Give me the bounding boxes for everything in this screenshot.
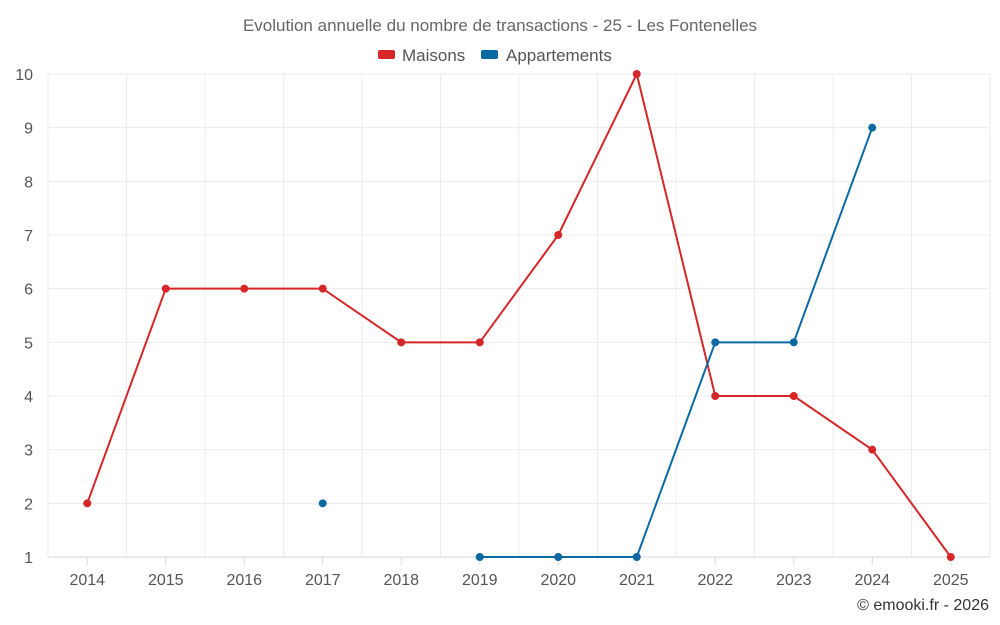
- data-point-appartements[interactable]: [554, 553, 563, 561]
- y-tick-label: 4: [24, 389, 33, 406]
- x-tick-label: 2024: [854, 572, 890, 589]
- x-tick-label: 2016: [226, 572, 262, 589]
- x-tick-label: 2020: [540, 572, 576, 589]
- data-point-maisons[interactable]: [789, 392, 798, 400]
- legend-item-appartements[interactable]: Appartements: [481, 46, 612, 65]
- x-tick-label: 2023: [776, 572, 812, 589]
- series: [83, 70, 955, 561]
- y-tick-label: 7: [24, 228, 33, 245]
- y-tick-label: 3: [24, 443, 33, 460]
- x-tick-label: 2017: [305, 572, 341, 589]
- series-maisons: [83, 70, 955, 561]
- legend-item-maisons[interactable]: Maisons: [378, 46, 465, 65]
- grid: [47, 73, 991, 557]
- x-tick-label: 2015: [148, 572, 184, 589]
- x-tick-label: 2025: [933, 572, 969, 589]
- x-tick-label: 2022: [697, 572, 733, 589]
- legend: Maisons Appartements: [378, 46, 612, 65]
- data-point-maisons[interactable]: [475, 338, 484, 347]
- data-point-maisons[interactable]: [397, 338, 406, 347]
- series-line-appartements: [479, 127, 874, 558]
- data-point-maisons[interactable]: [83, 499, 92, 508]
- x-tick-label: 2021: [619, 572, 655, 589]
- data-point-appartements[interactable]: [475, 553, 484, 561]
- x-tick-label: 2014: [69, 572, 105, 589]
- series-line-maisons: [86, 73, 952, 558]
- y-tick-label: 1: [24, 550, 33, 567]
- legend-swatch-maisons: [378, 50, 395, 59]
- series-appartements: [318, 123, 877, 561]
- data-point-maisons[interactable]: [554, 231, 563, 239]
- legend-label-maisons: Maisons: [402, 46, 465, 65]
- data-point-appartements[interactable]: [789, 338, 798, 347]
- data-point-maisons[interactable]: [868, 445, 877, 454]
- data-point-maisons[interactable]: [711, 392, 720, 400]
- data-point-maisons[interactable]: [161, 284, 170, 293]
- data-point-appartements[interactable]: [318, 499, 327, 508]
- data-point-maisons[interactable]: [946, 553, 955, 561]
- x-tick-label: 2018: [383, 572, 419, 589]
- axes: 1 2 3 4 5 6 7 8 9 10 2014 2015 2016 2017 2018 2019 2020 2…: [15, 67, 990, 589]
- data-point-appartements[interactable]: [868, 123, 877, 132]
- y-tick-label: 6: [24, 282, 33, 299]
- y-tick-label: 9: [24, 121, 33, 138]
- credit-text: © emooki.fr - 2026: [857, 597, 989, 614]
- y-tick-label: 10: [15, 67, 33, 84]
- chart-title: Evolution annuelle du nombre de transact…: [243, 16, 757, 35]
- y-tick-label: 5: [24, 335, 33, 352]
- data-point-maisons[interactable]: [240, 284, 249, 293]
- legend-swatch-appartements: [481, 50, 498, 59]
- y-tick-label: 8: [24, 174, 33, 191]
- data-point-appartements[interactable]: [711, 338, 720, 347]
- data-point-maisons[interactable]: [318, 284, 327, 293]
- data-point-appartements[interactable]: [632, 553, 641, 561]
- data-point-maisons[interactable]: [632, 70, 641, 78]
- y-tick-label: 2: [24, 496, 33, 513]
- x-tick-label: 2019: [462, 572, 498, 589]
- legend-label-appartements: Appartements: [506, 46, 612, 65]
